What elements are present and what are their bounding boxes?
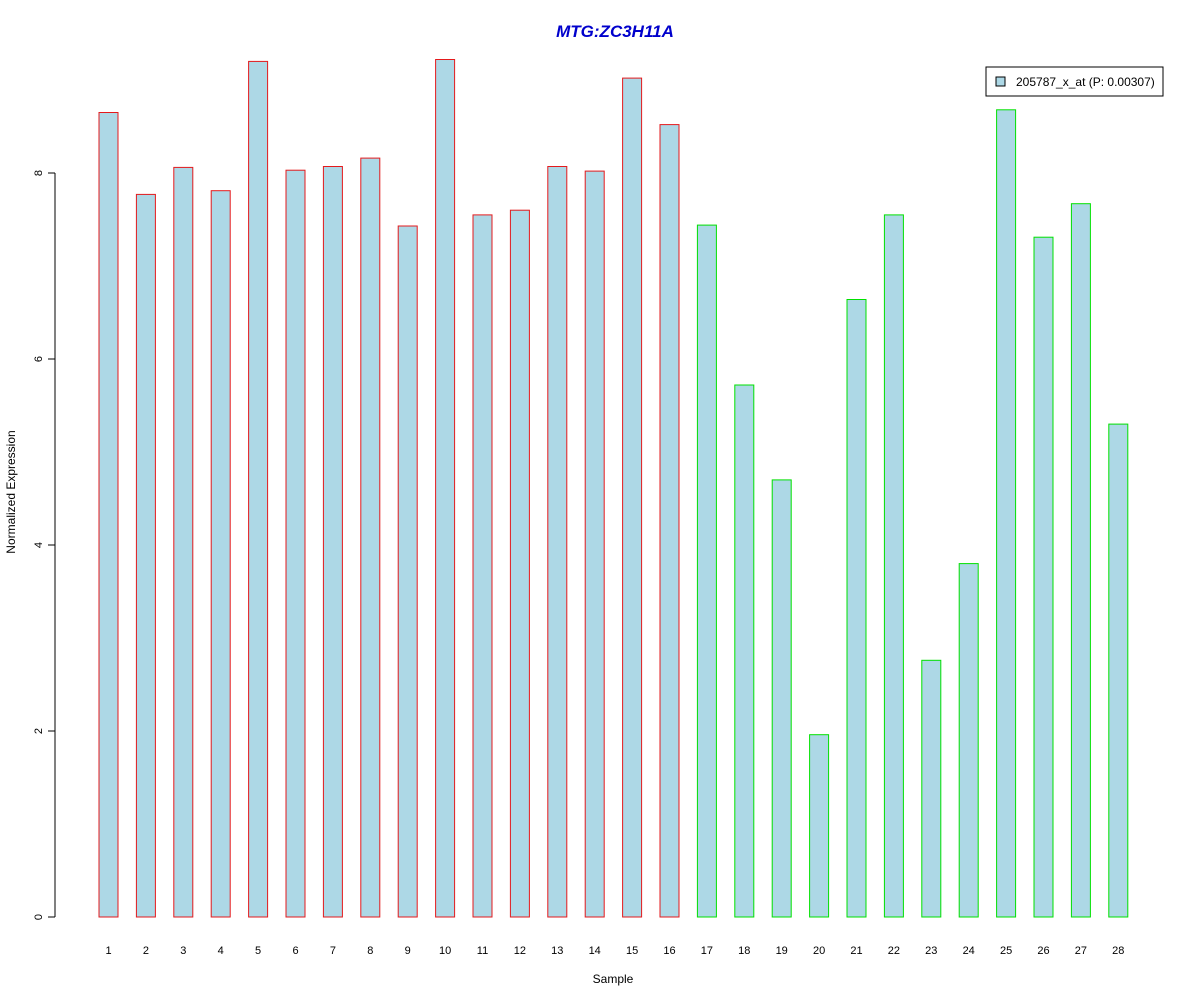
y-axis-label: Normalized Expression	[4, 430, 18, 553]
y-tick-label: 0	[33, 914, 45, 920]
bar	[397, 225, 418, 918]
x-tick-label: 27	[1075, 945, 1087, 957]
bar	[322, 166, 343, 918]
x-tick-label: 8	[367, 945, 373, 957]
bar	[360, 157, 381, 918]
x-tick-label: 15	[626, 945, 638, 957]
x-tick-label: 10	[439, 945, 451, 957]
x-tick-label: 24	[963, 945, 975, 957]
legend-entry-label: 205787_x_at (P: 0.00307)	[1016, 75, 1155, 89]
x-tick-label: 1	[105, 945, 111, 957]
bar	[547, 166, 568, 918]
bar	[173, 166, 194, 918]
x-tick-label: 18	[738, 945, 750, 957]
bar	[1070, 203, 1091, 918]
legend: 205787_x_at (P: 0.00307)	[985, 66, 1164, 97]
bar	[472, 214, 493, 918]
x-axis-label: Sample	[593, 972, 634, 986]
bar	[435, 59, 456, 918]
y-tick-label: 8	[33, 170, 45, 176]
bar	[846, 299, 867, 918]
bar	[734, 384, 755, 918]
x-tick-label: 17	[701, 945, 713, 957]
x-tick-label: 20	[813, 945, 825, 957]
bar	[285, 169, 306, 918]
bar	[809, 734, 830, 918]
bar	[1033, 236, 1054, 918]
bar	[98, 112, 119, 918]
bar	[622, 77, 643, 918]
bar	[771, 479, 792, 918]
y-tick-label: 6	[33, 356, 45, 362]
x-tick-label: 25	[1000, 945, 1012, 957]
x-tick-label: 6	[292, 945, 298, 957]
bar	[210, 190, 231, 918]
bar	[883, 214, 904, 918]
x-tick-label: 5	[255, 945, 261, 957]
chart-title: MTG:ZC3H11A	[556, 22, 674, 41]
x-tick-label: 2	[143, 945, 149, 957]
x-tick-label: 9	[405, 945, 411, 957]
x-tick-labels: 1 2 3 4 5 6 7 8 9 10 11 12 13 14 15 16 17 18 19 20 21 22 23 24 2…	[105, 945, 1124, 957]
legend-box	[985, 66, 1164, 97]
y-tick-label: 2	[33, 728, 45, 734]
x-tick-label: 21	[850, 945, 862, 957]
bar	[584, 170, 605, 918]
bar	[659, 124, 680, 918]
x-tick-label: 28	[1112, 945, 1124, 957]
bars	[98, 59, 1129, 918]
x-tick-label: 13	[551, 945, 563, 957]
y-axis: 0 2 4 6 8	[33, 170, 56, 920]
bar	[248, 60, 269, 918]
x-tick-label: 4	[218, 945, 224, 957]
bar	[1108, 423, 1129, 918]
x-tick-label: 23	[925, 945, 937, 957]
bar	[996, 109, 1017, 918]
x-tick-label: 26	[1037, 945, 1049, 957]
bar	[509, 209, 530, 918]
y-tick-label: 4	[33, 542, 45, 548]
bar	[958, 563, 979, 918]
bar	[696, 224, 717, 918]
x-tick-label: 22	[888, 945, 900, 957]
bar	[921, 659, 942, 918]
x-tick-label: 19	[776, 945, 788, 957]
x-tick-label: 14	[589, 945, 601, 957]
x-tick-label: 11	[477, 945, 488, 957]
x-tick-label: 12	[514, 945, 526, 957]
legend-swatch	[995, 76, 1006, 87]
x-tick-label: 3	[180, 945, 186, 957]
x-tick-label: 7	[330, 945, 336, 957]
bar	[135, 193, 156, 918]
x-tick-label: 16	[663, 945, 675, 957]
